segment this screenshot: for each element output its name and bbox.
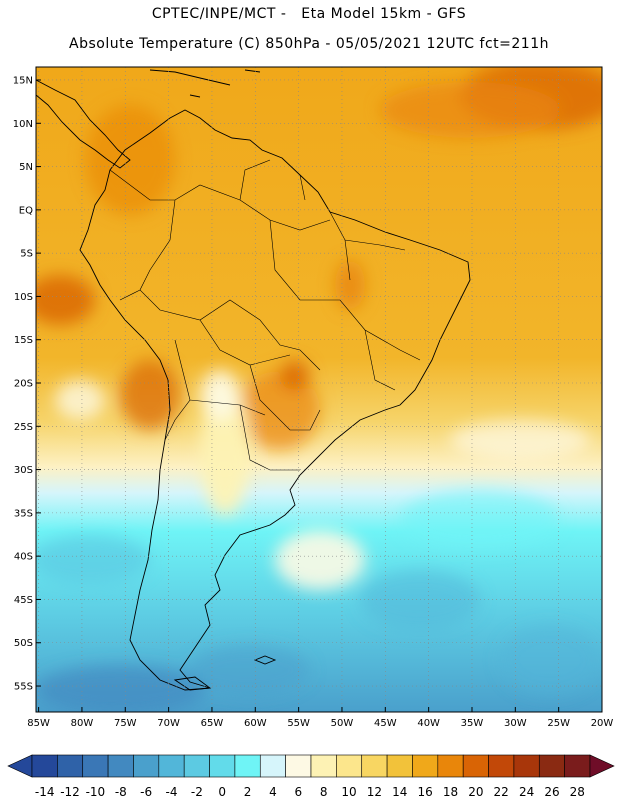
lon-tick-label: 55W	[287, 718, 310, 729]
colorbar-swatch	[82, 754, 109, 778]
colorbar-label: -6	[140, 785, 152, 799]
colorbar-swatch	[336, 754, 363, 778]
caribbean-islands	[149, 69, 261, 98]
lon-tick-label: 65W	[201, 718, 224, 729]
country-borders	[109, 159, 421, 471]
lon-tick-label: 80W	[71, 718, 94, 729]
colorbar-label: 20	[468, 785, 483, 799]
colorbar-label: 14	[392, 785, 407, 799]
colorbar-swatch	[234, 754, 261, 778]
colorbar-swatch	[488, 754, 515, 778]
lat-tick-label: 15N	[13, 75, 33, 86]
lon-tick-label: 45W	[374, 718, 397, 729]
colorbar-label: -4	[166, 785, 178, 799]
colorbar-swatch	[107, 754, 134, 778]
colorbar-label: 10	[341, 785, 356, 799]
lon-tick-label: 60W	[244, 718, 267, 729]
colorbar: -14 -12 -10 -8 -6 -4 -2 0 2 4 6 8 10 12 14 16 18 20 22 24 26…	[7, 754, 615, 799]
colorbar-swatch	[564, 754, 591, 778]
colorbar-label: -8	[115, 785, 127, 799]
colorbar-label: 4	[269, 785, 277, 799]
lon-tick-label: 25W	[547, 718, 570, 729]
lat-tick-label: 10S	[14, 292, 33, 303]
colorbar-swatch	[158, 754, 185, 778]
lon-tick-label: 35W	[461, 718, 484, 729]
latitude-ticks: 15N 10N 5N EQ 5S 10S 15S 20S 25S 30S 35S 40S 45S 50S 5…	[13, 75, 41, 693]
colorbar-label: 24	[519, 785, 534, 799]
colorbar-swatch	[386, 754, 413, 778]
colorbar-label: 12	[367, 785, 382, 799]
lon-tick-label: 85W	[27, 718, 50, 729]
lat-tick-label: EQ	[19, 205, 33, 216]
colorbar-swatch	[310, 754, 337, 778]
colorbar-label: 0	[218, 785, 226, 799]
lat-tick-label: 50S	[14, 638, 33, 649]
lon-tick-label: 75W	[114, 718, 137, 729]
colorbar-label: 26	[544, 785, 559, 799]
colorbar-swatch	[538, 754, 565, 778]
lat-tick-label: 5S	[20, 249, 33, 260]
colorbar-label: 28	[570, 785, 585, 799]
colorbar-label: -10	[86, 785, 106, 799]
colorbar-swatch	[259, 754, 286, 778]
colorbar-swatch	[183, 754, 210, 778]
colorbar-swatch	[462, 754, 489, 778]
lat-tick-label: 5N	[19, 162, 33, 173]
colorbar-swatch	[133, 754, 160, 778]
chart-title-line2: Absolute Temperature (C) 850hPa - 05/05/…	[69, 36, 549, 52]
lon-tick-label: 70W	[157, 718, 180, 729]
lat-tick-label: 20S	[14, 379, 33, 390]
lat-tick-label: 10N	[13, 119, 33, 130]
colorbar-label: 16	[417, 785, 432, 799]
temperature-field-patches	[36, 67, 602, 712]
lat-tick-label: 40S	[14, 552, 33, 563]
map-frame	[35, 66, 603, 713]
colorbar-label: 22	[494, 785, 509, 799]
lat-tick-label: 45S	[14, 595, 33, 606]
colorbar-swatch	[513, 754, 540, 778]
falkland-islands	[253, 655, 277, 665]
colorbar-label: 8	[320, 785, 328, 799]
lon-tick-label: 30W	[504, 718, 527, 729]
lon-tick-label: 50W	[331, 718, 354, 729]
colorbar-label: -14	[35, 785, 55, 799]
colorbar-swatch	[57, 754, 84, 778]
colorbar-label: 18	[443, 785, 458, 799]
lat-tick-label: 35S	[14, 508, 33, 519]
colorbar-swatch	[285, 754, 312, 778]
colorbar-label: -12	[60, 785, 80, 799]
colorbar-label: -2	[191, 785, 203, 799]
colorbar-label: 2	[244, 785, 252, 799]
chart-title-line1: CPTEC/INPE/MCT - Eta Model 15km - GFS	[151, 6, 467, 22]
lon-tick-label: 40W	[417, 718, 440, 729]
colorbar-swatch	[437, 754, 464, 778]
colorbar-high-arrow	[589, 754, 615, 778]
lat-tick-label: 55S	[14, 682, 33, 693]
colorbar-swatch	[209, 754, 236, 778]
south-america-coastline	[79, 109, 471, 691]
coastlines	[36, 69, 471, 691]
lat-tick-label: 30S	[14, 465, 33, 476]
tierra-del-fuego	[173, 676, 212, 691]
colorbar-swatch	[31, 754, 58, 778]
colorbar-label: 6	[294, 785, 302, 799]
colorbar-swatch	[361, 754, 388, 778]
lon-tick-label: 20W	[591, 718, 614, 729]
lat-tick-label: 15S	[14, 335, 33, 346]
longitude-ticks: 85W 80W 75W 70W 65W 60W 55W 50W 45W 40W 35W 30W 25W 2…	[27, 707, 613, 729]
colorbar-swatch	[412, 754, 439, 778]
lat-tick-label: 25S	[14, 422, 33, 433]
colorbar-low-arrow	[7, 754, 33, 778]
